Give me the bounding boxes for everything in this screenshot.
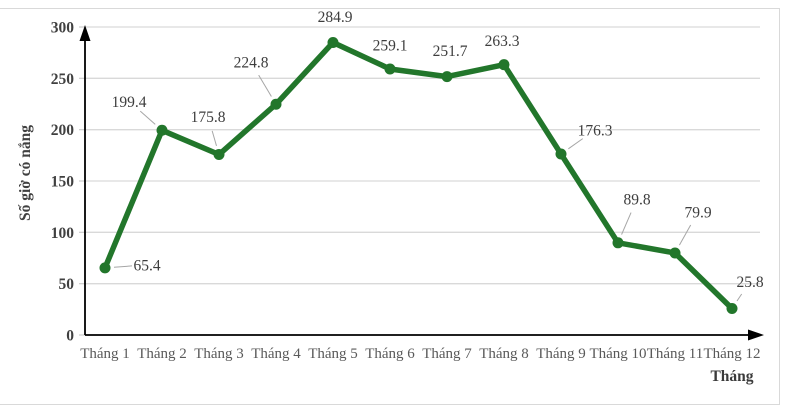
data-point bbox=[555, 148, 567, 160]
data-label: 89.8 bbox=[623, 191, 650, 208]
y-axis-arrow-icon bbox=[79, 25, 91, 41]
y-axis bbox=[79, 25, 91, 335]
data-point bbox=[327, 37, 339, 49]
data-label: 263.3 bbox=[485, 33, 520, 50]
gridlines bbox=[85, 26, 760, 285]
x-tick-label: Tháng 4 bbox=[251, 346, 301, 362]
y-tick-label: 300 bbox=[51, 20, 75, 37]
data-label: 224.8 bbox=[234, 55, 269, 72]
x-tick-label: Tháng 10 bbox=[589, 346, 646, 362]
x-axis-title: Tháng bbox=[710, 368, 754, 385]
data-point bbox=[612, 237, 624, 249]
data-label: 176.3 bbox=[578, 122, 613, 139]
y-tick-label: 200 bbox=[51, 122, 75, 139]
y-axis-title: Số giờ có nắng bbox=[17, 125, 34, 222]
y-tick-label: 0 bbox=[66, 328, 74, 345]
data-point bbox=[99, 262, 111, 274]
data-point bbox=[498, 59, 510, 71]
x-tick-label: Tháng 7 bbox=[422, 346, 472, 362]
data-label: 79.9 bbox=[684, 204, 711, 221]
data-label-leaders bbox=[113, 74, 743, 302]
y-tick-label: 50 bbox=[59, 276, 75, 293]
x-axis-ticks: Tháng 1 Tháng 2 Tháng 3 Tháng 4 Tháng 5 Tháng… bbox=[80, 346, 760, 362]
y-tick-label: 100 bbox=[51, 225, 75, 242]
x-tick-label: Tháng 11 bbox=[647, 346, 704, 362]
x-tick-label: Tháng 8 bbox=[479, 346, 529, 362]
y-axis-ticks: 0 50 100 150 200 250 300 bbox=[51, 20, 85, 345]
data-point bbox=[441, 71, 453, 83]
data-point bbox=[669, 247, 681, 259]
data-label: 199.4 bbox=[112, 94, 147, 111]
x-tick-label: Tháng 6 bbox=[365, 346, 415, 362]
x-tick-label: Tháng 1 bbox=[80, 346, 130, 362]
data-point bbox=[384, 63, 396, 75]
data-label: 65.4 bbox=[133, 257, 160, 274]
data-point bbox=[726, 303, 738, 315]
x-tick-label: Tháng 9 bbox=[536, 346, 586, 362]
data-point bbox=[156, 124, 168, 136]
series-markers bbox=[99, 37, 738, 315]
x-tick-label: Tháng 5 bbox=[308, 346, 358, 362]
data-point bbox=[213, 149, 225, 161]
data-label: 251.7 bbox=[433, 43, 468, 60]
y-tick-label: 150 bbox=[51, 174, 75, 191]
x-tick-label: Tháng 3 bbox=[194, 346, 244, 362]
data-labels: 65.4 199.4 175.8 224.8 284.9 259.1 251.7 263.3 1… bbox=[112, 9, 764, 291]
data-label: 175.8 bbox=[191, 109, 226, 126]
data-label: 25.8 bbox=[736, 274, 763, 291]
data-label: 259.1 bbox=[373, 37, 408, 54]
x-axis-arrow-icon bbox=[748, 329, 764, 341]
y-tick-label: 250 bbox=[51, 71, 75, 88]
x-tick-label: Tháng 12 bbox=[703, 346, 760, 362]
x-tick-label: Tháng 2 bbox=[137, 346, 187, 362]
data-point bbox=[270, 98, 282, 110]
data-label: 284.9 bbox=[318, 9, 353, 26]
x-axis bbox=[85, 329, 764, 341]
series-line bbox=[102, 39, 735, 312]
